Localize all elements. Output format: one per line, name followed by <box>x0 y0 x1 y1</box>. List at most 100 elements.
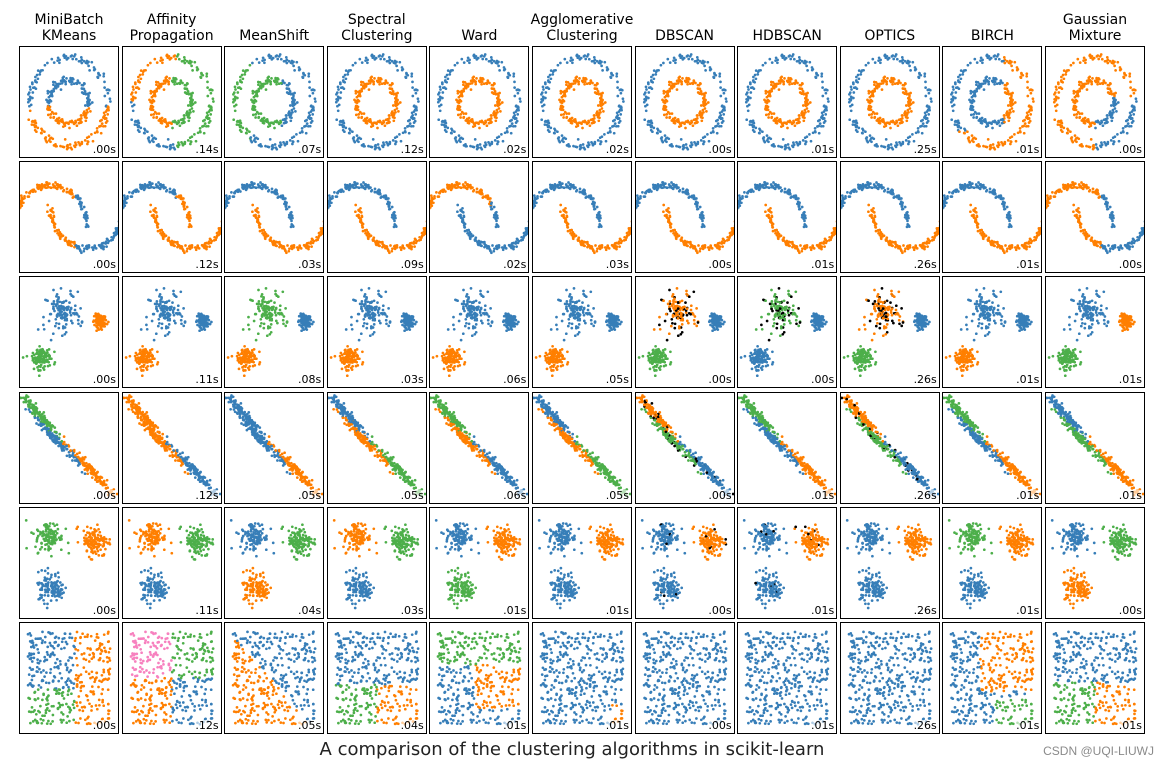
data-point <box>609 76 613 80</box>
data-point <box>446 126 450 130</box>
data-point <box>671 117 675 121</box>
data-point <box>957 125 960 129</box>
data-point <box>102 242 105 245</box>
data-point <box>383 124 387 128</box>
data-point <box>658 130 662 134</box>
data-point <box>574 145 578 149</box>
data-point <box>274 146 278 150</box>
data-point <box>968 98 972 102</box>
data-point <box>847 93 851 96</box>
data-point <box>785 146 788 149</box>
data-point <box>46 89 50 93</box>
data-point <box>747 109 750 113</box>
data-point <box>1118 68 1122 72</box>
data-point <box>273 143 277 146</box>
data-point <box>411 124 415 128</box>
data-point <box>1008 61 1011 65</box>
data-point <box>291 142 294 146</box>
data-point <box>702 140 705 143</box>
data-point <box>546 125 550 129</box>
data-point <box>849 98 853 101</box>
data-point <box>82 205 86 209</box>
data-point <box>518 88 522 92</box>
data-point <box>54 112 58 115</box>
data-point <box>793 124 797 128</box>
data-point <box>497 135 501 139</box>
data-point <box>800 59 804 63</box>
data-point <box>895 143 899 147</box>
data-point <box>35 130 38 134</box>
data-point <box>81 244 84 248</box>
data-point <box>1128 111 1132 115</box>
data-point <box>171 240 174 244</box>
data-point <box>340 123 344 127</box>
data-point <box>109 100 112 103</box>
data-point <box>579 143 582 147</box>
data-point <box>411 94 414 98</box>
data-point <box>959 73 962 77</box>
data-point <box>185 213 189 217</box>
data-point <box>820 74 824 78</box>
data-point <box>156 142 160 146</box>
data-point <box>272 146 275 149</box>
data-point <box>753 73 757 77</box>
data-point <box>667 112 671 115</box>
data-point <box>819 122 822 125</box>
data-point <box>53 80 57 84</box>
data-point <box>1082 121 1086 125</box>
data-point <box>772 112 776 115</box>
data-point <box>559 91 563 95</box>
data-point <box>71 57 75 61</box>
data-point <box>970 113 974 117</box>
data-point <box>282 59 286 63</box>
data-point <box>232 93 235 96</box>
data-point <box>40 187 44 190</box>
data-point <box>85 225 89 228</box>
data-point <box>1089 138 1093 141</box>
data-point <box>929 100 933 103</box>
data-point <box>382 143 386 147</box>
data-point <box>269 82 273 86</box>
data-point <box>398 60 401 64</box>
data-point <box>917 76 921 80</box>
data-point <box>485 124 489 128</box>
data-point <box>466 121 470 125</box>
data-point <box>172 191 176 195</box>
data-point <box>694 143 697 147</box>
data-point <box>396 69 399 72</box>
data-point <box>876 117 880 121</box>
data-point <box>353 61 357 65</box>
data-point <box>307 247 311 251</box>
data-point <box>969 61 973 65</box>
data-point <box>210 88 214 92</box>
data-point <box>456 91 460 95</box>
data-point <box>1116 133 1119 136</box>
data-point <box>662 91 665 95</box>
data-point <box>1088 75 1092 79</box>
data-point <box>1110 116 1114 119</box>
data-point <box>853 86 857 89</box>
data-point <box>1006 111 1009 115</box>
data-point <box>289 116 293 119</box>
data-point <box>1105 114 1109 117</box>
data-point <box>161 82 165 85</box>
data-point <box>256 207 260 210</box>
data-point <box>569 121 573 125</box>
data-point <box>483 55 487 58</box>
data-point <box>851 120 855 123</box>
data-point <box>185 205 189 209</box>
data-point <box>572 88 576 91</box>
data-point <box>718 114 722 117</box>
data-point <box>923 72 926 76</box>
data-point <box>64 55 68 58</box>
data-point <box>182 202 186 206</box>
algorithm-title: MiniBatch KMeans <box>16 12 122 44</box>
data-point <box>1131 119 1135 123</box>
data-point <box>361 85 365 89</box>
data-point <box>98 125 101 128</box>
data-point <box>1060 121 1064 125</box>
data-point <box>240 80 244 84</box>
data-point <box>577 55 581 58</box>
data-point <box>853 123 857 127</box>
data-point <box>342 121 346 125</box>
